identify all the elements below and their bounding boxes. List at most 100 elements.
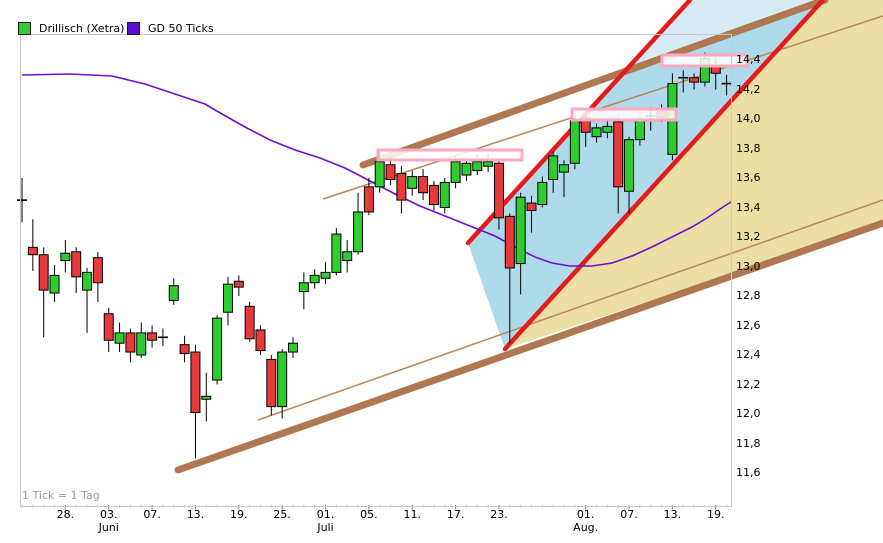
x-month-label: Juni xyxy=(98,521,119,534)
candle-46 xyxy=(515,192,526,295)
candle-44 xyxy=(493,158,504,230)
candle-65 xyxy=(721,74,732,96)
x-tick-label: 05. xyxy=(360,508,378,521)
x-tick-label: 23. xyxy=(490,508,508,521)
old-trend-channel-brown xyxy=(174,0,883,474)
y-tick-label: 11,8 xyxy=(736,436,761,450)
candle-32 xyxy=(363,178,374,215)
x-tick-label: 03. xyxy=(99,508,118,521)
candle-45 xyxy=(504,213,515,344)
resistance-zone-2 xyxy=(570,107,678,122)
candle-3 xyxy=(49,265,60,302)
candle-31 xyxy=(353,192,364,255)
x-tick-label: 07. xyxy=(143,508,161,521)
x-tick-label: 11. xyxy=(403,508,421,521)
y-tick-label: 13,4 xyxy=(736,200,761,214)
candle-13 xyxy=(157,328,168,347)
candle-28 xyxy=(320,262,331,285)
legend-item-drillisch: Drillisch (Xetra) xyxy=(18,22,124,35)
candle-48 xyxy=(537,176,548,208)
legend-label-drillisch: Drillisch (Xetra) xyxy=(39,22,125,35)
x-tick-label: 17. xyxy=(446,508,465,521)
y-tick-label: 12,6 xyxy=(736,318,761,332)
x-tick-label: 01. xyxy=(576,508,595,521)
gd50-moving-average-line xyxy=(21,73,732,267)
candle-23 xyxy=(266,355,277,416)
x-month-label: Juli xyxy=(317,521,334,534)
legend-label-gd50: GD 50 Ticks xyxy=(148,22,214,35)
candle-17 xyxy=(201,372,212,422)
resistance-zone-3 xyxy=(660,53,749,68)
candle-15 xyxy=(179,335,190,363)
y-tick-label: 12,4 xyxy=(736,348,761,361)
candle-21 xyxy=(244,301,255,342)
candle-20 xyxy=(233,275,244,296)
candle-12 xyxy=(147,325,158,348)
x-tick-label: 01. xyxy=(316,508,335,521)
candle-29 xyxy=(331,228,342,276)
candle-8 xyxy=(103,307,114,353)
candle-1 xyxy=(27,219,38,271)
candle-9 xyxy=(114,322,125,353)
candle-50 xyxy=(559,160,569,198)
y-tick-label: 13,8 xyxy=(736,141,761,155)
candle-10 xyxy=(125,328,136,363)
candle-11 xyxy=(136,322,147,358)
y-tick-label: 13,2 xyxy=(736,230,761,243)
candle-53 xyxy=(591,123,602,143)
candle-18 xyxy=(212,315,223,385)
candle-35 xyxy=(396,166,407,214)
candle-56 xyxy=(624,136,635,214)
candle-62 xyxy=(689,73,700,90)
candle-38 xyxy=(428,180,439,211)
candle-26 xyxy=(298,272,309,310)
x-tick-label: 19. xyxy=(707,508,725,521)
y-tick-label: 13,6 xyxy=(736,171,761,184)
resistance-zone-1 xyxy=(376,148,524,162)
x-tick-label: 28. xyxy=(56,508,75,521)
candle-27 xyxy=(309,269,320,289)
candle-14 xyxy=(168,278,179,305)
candle-55 xyxy=(613,116,624,214)
candle-5 xyxy=(71,247,82,294)
candle-49 xyxy=(548,151,559,193)
candle-54 xyxy=(602,120,613,139)
candle-25 xyxy=(288,337,298,358)
y-tick-label: 12,8 xyxy=(736,289,761,302)
candle-61 xyxy=(678,70,689,93)
x-month-label: Aug. xyxy=(573,521,599,534)
legend-item-gd50: GD 50 Ticks xyxy=(127,22,214,35)
candle-24 xyxy=(277,349,288,419)
candle-47 xyxy=(526,195,537,233)
candle-22 xyxy=(255,325,266,355)
candle-30 xyxy=(342,239,353,273)
y-tick-label: 14,0 xyxy=(736,112,761,125)
candle-39 xyxy=(439,178,450,214)
x-tick-label: 13. xyxy=(186,508,205,521)
candle-0 xyxy=(17,178,27,223)
series-swatch-drillisch-icon xyxy=(18,22,31,35)
tick-scale-note: 1 Tick = 1 Tag xyxy=(22,489,100,502)
series-swatch-gd50-icon xyxy=(127,22,140,35)
candle-51 xyxy=(569,114,580,170)
x-tick-label: 13. xyxy=(663,508,682,521)
candle-36 xyxy=(407,170,418,196)
x-tick-label: 19. xyxy=(230,508,248,521)
candle-6 xyxy=(82,267,93,333)
candle-16 xyxy=(190,344,201,459)
x-tick-label: 07. xyxy=(620,508,638,521)
x-tick-label: 25. xyxy=(273,508,291,521)
candle-4 xyxy=(60,239,71,273)
legend: Drillisch (Xetra) GD 50 Ticks xyxy=(0,0,883,40)
candle-37 xyxy=(418,169,429,201)
resistance-zones xyxy=(376,53,749,162)
y-tick-label: 12,0 xyxy=(736,407,761,420)
candle-7 xyxy=(92,251,103,302)
y-tick-label: 12,2 xyxy=(736,377,761,391)
y-tick-label: 11,6 xyxy=(736,466,761,479)
candle-19 xyxy=(222,276,233,326)
y-tick-label: 14,2 xyxy=(736,82,761,96)
y-tick-label: 13,0 xyxy=(736,259,761,273)
